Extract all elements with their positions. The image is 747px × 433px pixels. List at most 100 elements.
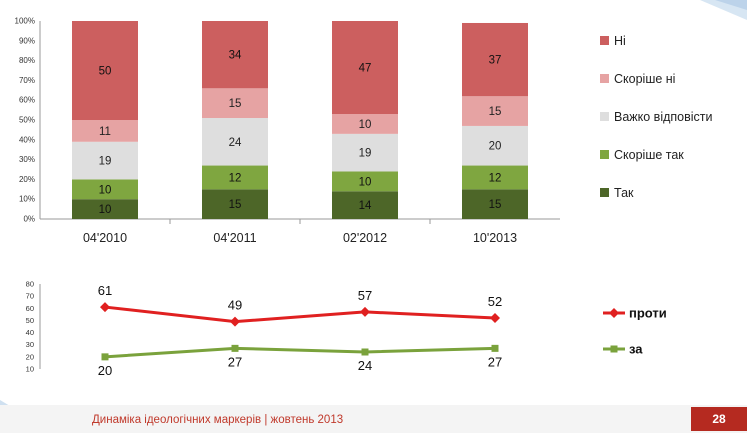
y-tick-label: 60 [26, 304, 34, 313]
y-tick-label: 20% [19, 175, 35, 184]
y-tick-label: 40 [26, 328, 34, 337]
line-data-label: 24 [358, 358, 372, 373]
bar-data-label: 10 [99, 184, 112, 196]
line-data-label: 57 [358, 288, 372, 303]
y-tick-label: 70% [19, 76, 35, 85]
legend-label: Скоріше ні [614, 72, 675, 86]
bar-data-label: 12 [229, 172, 242, 184]
bar-data-label: 14 [359, 200, 372, 212]
legend-marker [610, 345, 618, 353]
bar-segment [332, 191, 398, 219]
footer-date: жовтень 2013 [270, 414, 344, 426]
bar-segment [462, 165, 528, 190]
bar-segment [462, 96, 528, 126]
bar-data-label: 20 [489, 141, 502, 153]
y-tick-label: 70 [26, 292, 34, 301]
data-point [360, 306, 370, 317]
bar-segment [72, 141, 138, 180]
y-tick-label: 40% [19, 135, 35, 144]
y-tick-label: 10% [19, 195, 35, 204]
series-line [104, 305, 496, 324]
line-data-label: 20 [98, 363, 112, 378]
bar-segment [332, 21, 398, 115]
bar-segment [462, 189, 528, 219]
legend-swatch [600, 36, 609, 45]
line-data-label: 49 [228, 298, 242, 313]
bar-data-label: 34 [229, 50, 242, 62]
legend-label: Ні [614, 34, 626, 48]
bar-segment [72, 199, 138, 219]
y-tick-label: 50 [26, 316, 34, 325]
bar-segment [72, 179, 138, 200]
legend-swatch [600, 112, 609, 121]
bar-segment [202, 118, 268, 166]
footer-title: Динаміка ідеологічних маркерів [92, 414, 262, 426]
data-point [361, 348, 369, 356]
x-tick-label: 04'2010 [83, 231, 127, 245]
y-tick-label: 80 [26, 280, 34, 289]
bar-segment [72, 21, 138, 120]
footer-caption: Динаміка ідеологічних маркерів | жовтень… [92, 414, 343, 426]
bar-segment [202, 21, 268, 89]
y-tick-label: 30 [26, 340, 34, 349]
data-point [100, 302, 110, 313]
legend-swatch [600, 188, 609, 197]
bar-segment [332, 171, 398, 192]
stacked-bar-chart: 0% 10% 20% 30% 40% 50% 60% 70% 80% 90% 100% 10 10 19 1… [15, 17, 713, 246]
bar-data-label: 50 [99, 66, 112, 78]
bar-data-label: 11 [99, 126, 111, 138]
x-tick-label: 04'2011 [213, 231, 256, 245]
bar-data-label: 19 [359, 148, 372, 160]
legend-label: Важко відповісти [614, 110, 713, 124]
line-data-label: 61 [98, 283, 112, 298]
bar-data-label: 47 [359, 63, 372, 75]
bar-data-label: 12 [489, 172, 502, 184]
bar-data-label: 15 [489, 199, 502, 211]
bar-data-label: 37 [489, 55, 502, 67]
line-chart: 10 20 30 40 50 60 70 80 61 49 57 52 20 27 24 27 проти за [26, 280, 667, 378]
line-data-label: 52 [488, 294, 502, 309]
footer-separator: | [264, 414, 268, 426]
bar-segment [462, 22, 528, 97]
legend-label: за [629, 342, 643, 357]
series-line [104, 346, 496, 359]
page-number-badge: 28 [691, 407, 747, 431]
bar-data-label: 24 [229, 137, 242, 149]
data-point [491, 344, 499, 352]
x-tick-label: 02'2012 [343, 231, 387, 245]
y-tick-label: 50% [19, 116, 35, 125]
bar-data-label: 15 [489, 106, 502, 118]
bar-data-label: 10 [99, 204, 112, 216]
legend-label: Скоріше так [614, 148, 684, 162]
bar-segment [332, 114, 398, 134]
legend-label: проти [629, 306, 667, 321]
legend-swatch [600, 74, 609, 83]
legend-marker [609, 308, 619, 318]
y-tick-label: 0% [23, 215, 35, 224]
page-number: 28 [712, 412, 726, 426]
y-tick-label: 10 [26, 365, 34, 374]
bar-segment [462, 125, 528, 166]
data-point [101, 353, 109, 361]
bar-data-label: 10 [359, 119, 372, 131]
y-tick-label: 20 [26, 352, 34, 361]
bar-data-label: 10 [359, 176, 372, 188]
legend-label: Так [614, 186, 634, 200]
bar-segment [332, 133, 398, 172]
y-tick-label: 60% [19, 96, 35, 105]
bar-segment [202, 165, 268, 190]
data-point [490, 313, 500, 323]
y-tick-label: 30% [19, 155, 35, 164]
legend-swatch [600, 150, 609, 159]
y-tick-label: 90% [19, 36, 35, 45]
bar-segment [72, 120, 138, 142]
data-point [230, 316, 240, 327]
footer-bar: Динаміка ідеологічних маркерів | жовтень… [0, 405, 747, 433]
y-tick-label: 80% [19, 56, 35, 65]
bar-segment [202, 189, 268, 219]
bar-data-label: 15 [229, 199, 242, 211]
line-data-label: 27 [488, 354, 502, 369]
bar-segment [202, 88, 268, 119]
bar-data-label: 15 [229, 98, 242, 110]
y-tick-label: 100% [15, 17, 35, 26]
